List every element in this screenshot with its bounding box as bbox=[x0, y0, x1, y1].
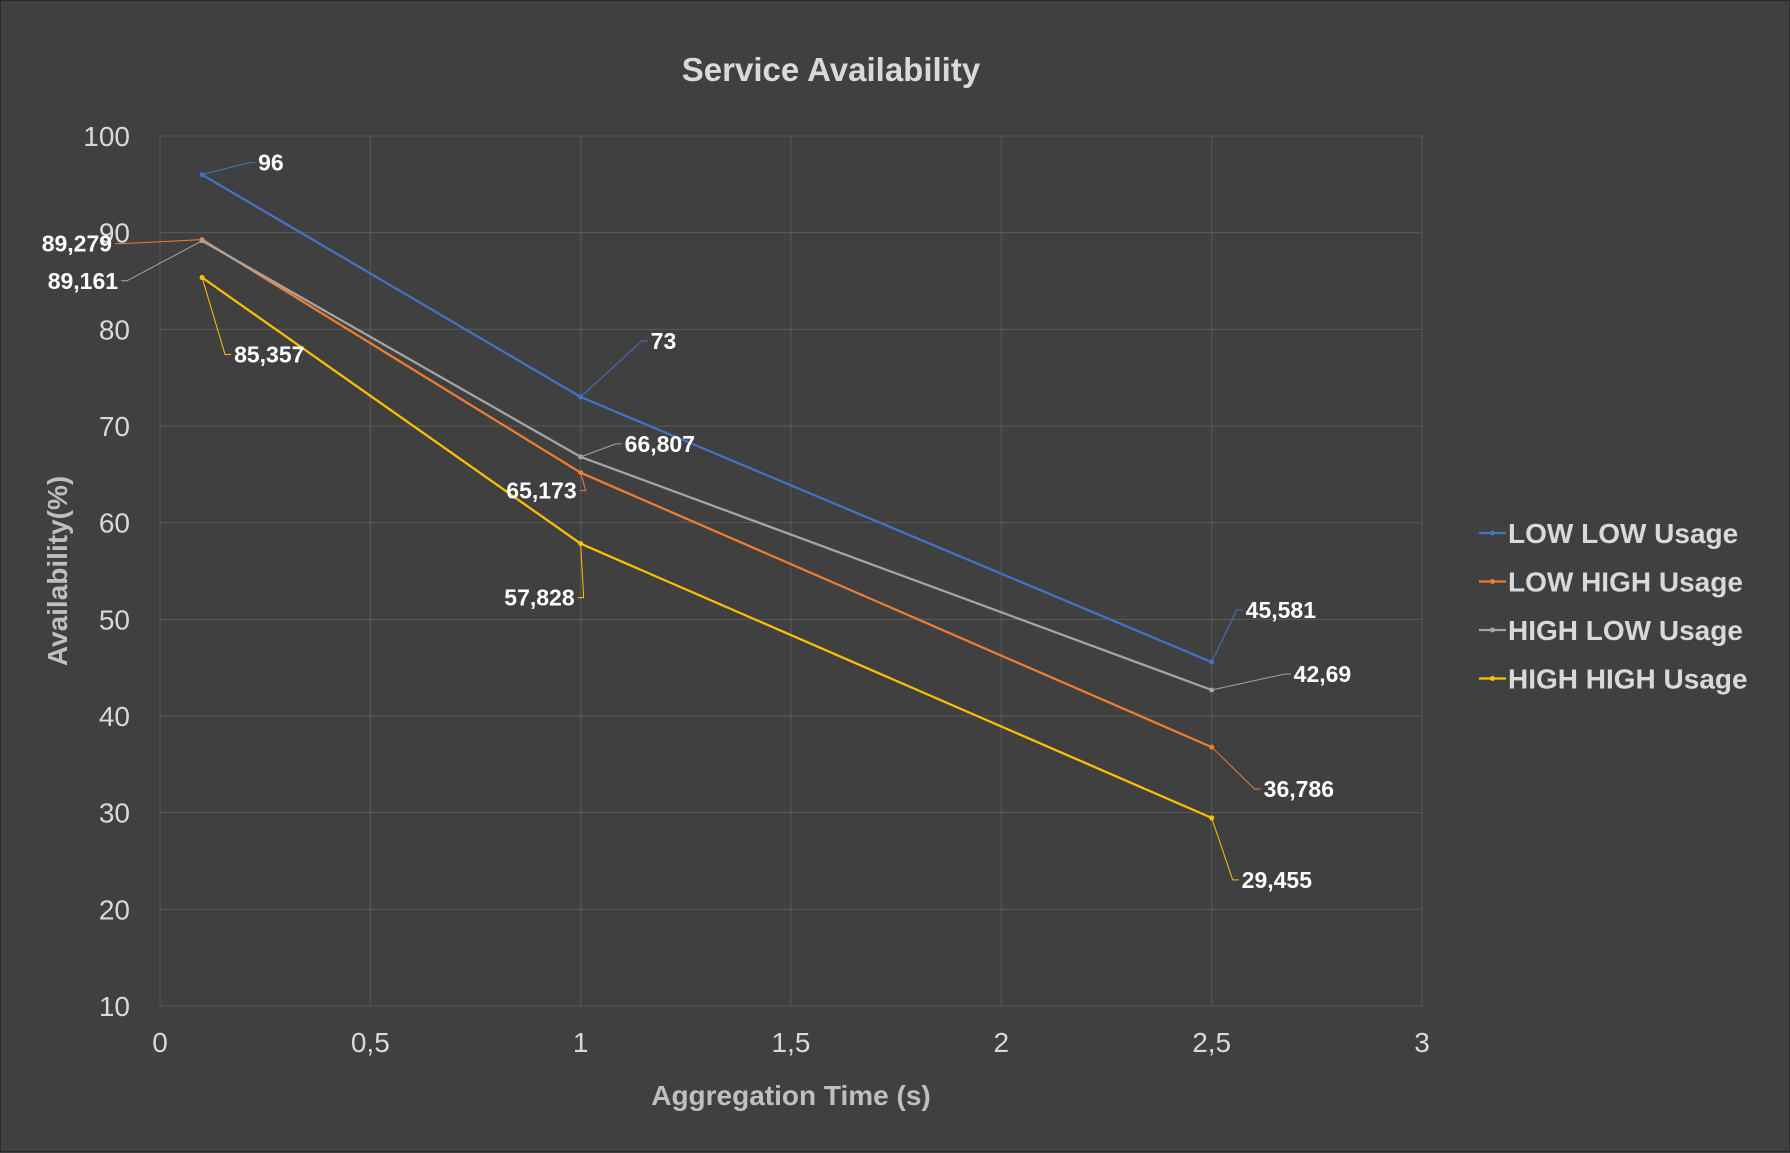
grid-layer bbox=[159, 135, 1423, 1007]
legend-marker bbox=[1490, 627, 1495, 633]
legend-marker bbox=[1490, 676, 1495, 681]
data-label: 96 bbox=[258, 150, 284, 176]
y-tick-label: 70 bbox=[99, 411, 130, 442]
leader-line bbox=[579, 472, 587, 492]
legend-label: LOW LOW Usage bbox=[1508, 518, 1738, 549]
x-tick-label: 1,5 bbox=[772, 1027, 811, 1058]
y-tick-label: 40 bbox=[99, 701, 130, 732]
x-tick-label: 0 bbox=[152, 1027, 168, 1058]
chart-title: Service Availability bbox=[682, 51, 981, 88]
leader-line bbox=[1211, 609, 1243, 663]
legend: LOW LOW Usage LOW HIGH Usage HIGH LOW Usag… bbox=[1479, 518, 1748, 695]
legend-marker bbox=[1490, 579, 1495, 584]
data-label: 65,173 bbox=[506, 478, 576, 504]
x-tick-label: 2,5 bbox=[1192, 1027, 1231, 1058]
data-label: 57,828 bbox=[504, 585, 575, 611]
data-label: 89,279 bbox=[42, 231, 112, 257]
leader-line bbox=[580, 340, 648, 398]
series-line bbox=[201, 239, 1213, 692]
leader-line bbox=[1211, 817, 1239, 881]
data-label: 85,357 bbox=[234, 342, 304, 368]
leader-line bbox=[121, 240, 203, 282]
x-axis-title: Aggregation Time (s) bbox=[651, 1080, 931, 1111]
legend-label: HIGH HIGH Usage bbox=[1508, 664, 1748, 695]
data-label: 66,807 bbox=[625, 431, 695, 457]
x-tick-label: 0,5 bbox=[351, 1027, 390, 1058]
x-tick-label: 1 bbox=[573, 1027, 589, 1058]
leader-line bbox=[580, 443, 622, 458]
legend-marker bbox=[1490, 530, 1495, 536]
data-label: 73 bbox=[651, 328, 677, 354]
data-label: 45,581 bbox=[1246, 597, 1317, 623]
data-label-layer: 96 73 45,581 89,279 65,173 36,786 89,161 66,807… bbox=[42, 150, 1352, 893]
x-tick-label: 2 bbox=[994, 1027, 1010, 1058]
series-layer bbox=[199, 172, 1215, 821]
series-line bbox=[201, 276, 1213, 819]
y-tick-label: 100 bbox=[83, 121, 130, 152]
leader-line bbox=[1211, 673, 1291, 691]
data-label: 42,69 bbox=[1294, 661, 1352, 687]
y-tick-label: 50 bbox=[99, 604, 130, 635]
leader-line bbox=[201, 277, 232, 356]
y-tick-label: 20 bbox=[99, 894, 130, 925]
y-tick-label: 80 bbox=[99, 314, 130, 345]
y-axis-title: Availability(%) bbox=[42, 476, 73, 666]
y-tick-label: 10 bbox=[99, 991, 130, 1022]
leader-line bbox=[115, 239, 203, 245]
legend-label: LOW HIGH Usage bbox=[1508, 567, 1743, 598]
legend-label: HIGH LOW Usage bbox=[1508, 615, 1743, 646]
series-line bbox=[201, 238, 1213, 749]
data-label: 89,161 bbox=[48, 268, 119, 294]
leader-line bbox=[201, 162, 256, 176]
data-label: 29,455 bbox=[1242, 867, 1313, 893]
leader-line bbox=[577, 543, 585, 599]
y-tick-label: 60 bbox=[99, 508, 130, 539]
y-tick-label: 30 bbox=[99, 798, 130, 829]
x-tick-label: 3 bbox=[1414, 1027, 1430, 1058]
leader-line bbox=[1211, 746, 1261, 790]
data-label: 36,786 bbox=[1264, 776, 1334, 802]
series-line bbox=[201, 173, 1213, 664]
